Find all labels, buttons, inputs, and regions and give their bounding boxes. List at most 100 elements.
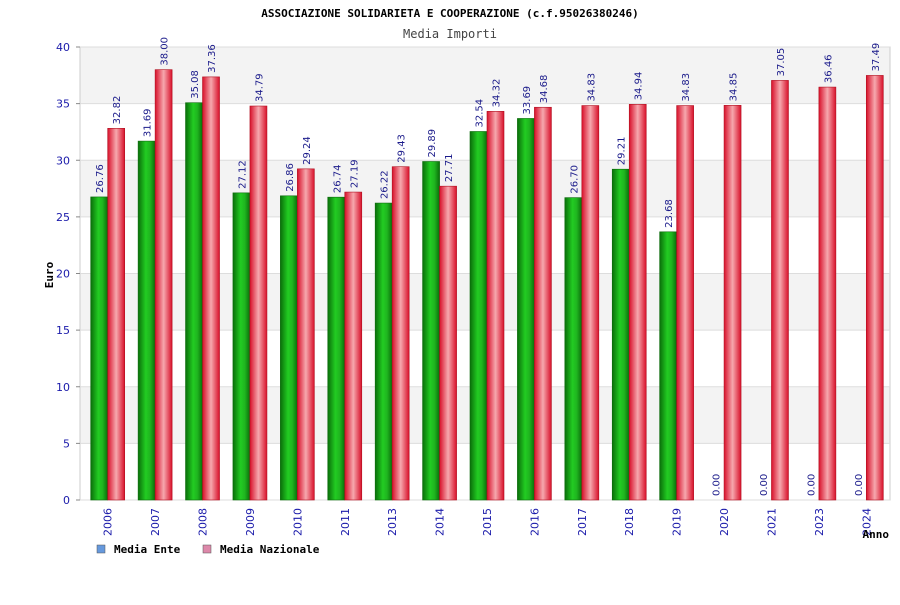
bar-media-nazionale — [818, 86, 837, 501]
data-label: 33.69 — [522, 86, 533, 115]
x-tick-label: 2015 — [481, 508, 494, 536]
x-tick-label: 2018 — [623, 508, 636, 536]
bar-media-ente — [374, 202, 393, 501]
x-axis-label: Anno — [863, 528, 890, 541]
data-label: 34.79 — [254, 73, 265, 102]
data-label: 27.19 — [349, 159, 360, 188]
legend-swatch — [96, 544, 106, 554]
y-tick-label: 20 — [56, 268, 70, 281]
data-label: 23.68 — [664, 199, 675, 228]
y-tick-label: 25 — [56, 211, 70, 224]
data-label: 29.89 — [427, 129, 438, 158]
data-label: 29.24 — [302, 136, 313, 165]
y-tick-label: 40 — [56, 41, 70, 54]
legend: Media Ente Media Nazionale — [96, 543, 320, 556]
bar-media-nazionale — [771, 80, 789, 501]
data-label: 31.69 — [143, 108, 154, 137]
x-tick-label: 2014 — [434, 508, 447, 536]
data-label: 32.54 — [475, 99, 486, 128]
bar-media-nazionale — [439, 185, 457, 501]
x-tick-label: 2019 — [671, 508, 684, 536]
data-label: 0.00 — [712, 474, 723, 496]
data-label: 26.76 — [95, 164, 106, 193]
data-label: 0.00 — [806, 474, 817, 496]
y-tick-label: 0 — [63, 494, 70, 507]
x-tick-label: 2021 — [765, 508, 778, 536]
x-tick-label: 2017 — [576, 508, 589, 536]
x-tick-label: 2008 — [197, 508, 210, 536]
bar-media-ente — [611, 168, 630, 501]
data-label: 38.00 — [160, 37, 171, 66]
y-tick-label: 5 — [63, 437, 70, 450]
x-tick-label: 2020 — [718, 508, 731, 536]
data-label: 34.94 — [634, 72, 645, 101]
legend-label: Media Ente — [114, 543, 181, 556]
data-label: 0.00 — [854, 474, 865, 496]
x-tick-label: 2024 — [860, 508, 873, 536]
data-label: 34.83 — [681, 73, 692, 102]
data-label: 34.83 — [586, 73, 597, 102]
bar-media-nazionale — [628, 104, 647, 501]
plot-band — [80, 47, 890, 104]
y-axis-label: Euro — [43, 261, 56, 288]
bar-media-ente — [327, 196, 346, 501]
x-tick-label: 2011 — [339, 508, 352, 536]
bars — [90, 69, 884, 501]
bar-media-nazionale — [344, 191, 363, 501]
data-label: 32.82 — [112, 96, 123, 125]
data-label: 35.08 — [190, 70, 201, 99]
data-label: 34.85 — [729, 73, 740, 102]
bar-media-ente — [659, 231, 677, 501]
y-tick-label: 30 — [56, 154, 70, 167]
data-label: 26.74 — [332, 165, 343, 194]
bar-media-nazionale — [297, 168, 315, 501]
x-axis-ticks: 2006 2007 2008 2009 2010 2011 2013 2014 2015 2016… — [102, 508, 874, 536]
bar-media-ente — [469, 131, 488, 501]
x-tick-label: 2006 — [102, 508, 115, 536]
bar-media-nazionale — [486, 111, 505, 501]
bar-media-ente — [232, 192, 251, 501]
x-tick-label: 2013 — [386, 508, 399, 536]
bar-media-ente — [280, 195, 298, 501]
bar-media-ente — [185, 102, 203, 501]
y-tick-label: 10 — [56, 381, 70, 394]
chart-title: ASSOCIAZIONE SOLIDARIETA E COOPERAZIONE … — [261, 7, 639, 20]
value-labels: 26.76 32.82 31.69 38.00 35.08 37.36 27.12 34.79… — [95, 37, 882, 496]
bar-media-nazionale — [107, 128, 126, 501]
y-tick-label: 15 — [56, 324, 70, 337]
x-tick-label: 2007 — [149, 508, 162, 536]
bar-media-nazionale — [154, 69, 173, 501]
bar-media-nazionale — [202, 76, 220, 501]
bar-media-nazionale — [676, 105, 694, 501]
data-label: 29.43 — [397, 134, 408, 163]
x-tick-label: 2009 — [244, 508, 257, 536]
data-label: 0.00 — [759, 474, 770, 496]
y-tick-label: 35 — [56, 98, 70, 111]
data-label: 37.49 — [871, 43, 882, 72]
bar-media-nazionale — [534, 106, 552, 501]
data-label: 29.21 — [617, 137, 628, 166]
bar-media-ente — [422, 161, 440, 501]
bar-media-nazionale — [391, 166, 410, 501]
data-label: 34.68 — [539, 75, 550, 104]
data-label: 27.71 — [444, 154, 455, 183]
bar-media-ente — [90, 196, 109, 501]
data-label: 36.46 — [823, 54, 834, 83]
x-tick-label: 2023 — [813, 508, 826, 536]
bar-media-ente — [517, 118, 535, 501]
data-label: 27.12 — [237, 160, 248, 189]
data-label: 37.36 — [207, 44, 218, 73]
bar-media-ente — [564, 197, 583, 501]
legend-swatch — [202, 544, 212, 554]
data-label: 34.32 — [492, 79, 503, 108]
data-label: 37.05 — [776, 48, 787, 77]
data-label: 26.86 — [285, 163, 296, 192]
x-tick-label: 2010 — [291, 508, 304, 536]
bar-media-nazionale — [865, 75, 884, 501]
bar-media-nazionale — [581, 105, 600, 501]
x-tick-label: 2016 — [528, 508, 541, 536]
bar-media-nazionale — [723, 105, 742, 501]
legend-label: Media Nazionale — [220, 543, 320, 556]
bar-media-nazionale — [249, 105, 268, 501]
chart-subtitle: Media Importi — [403, 27, 497, 41]
